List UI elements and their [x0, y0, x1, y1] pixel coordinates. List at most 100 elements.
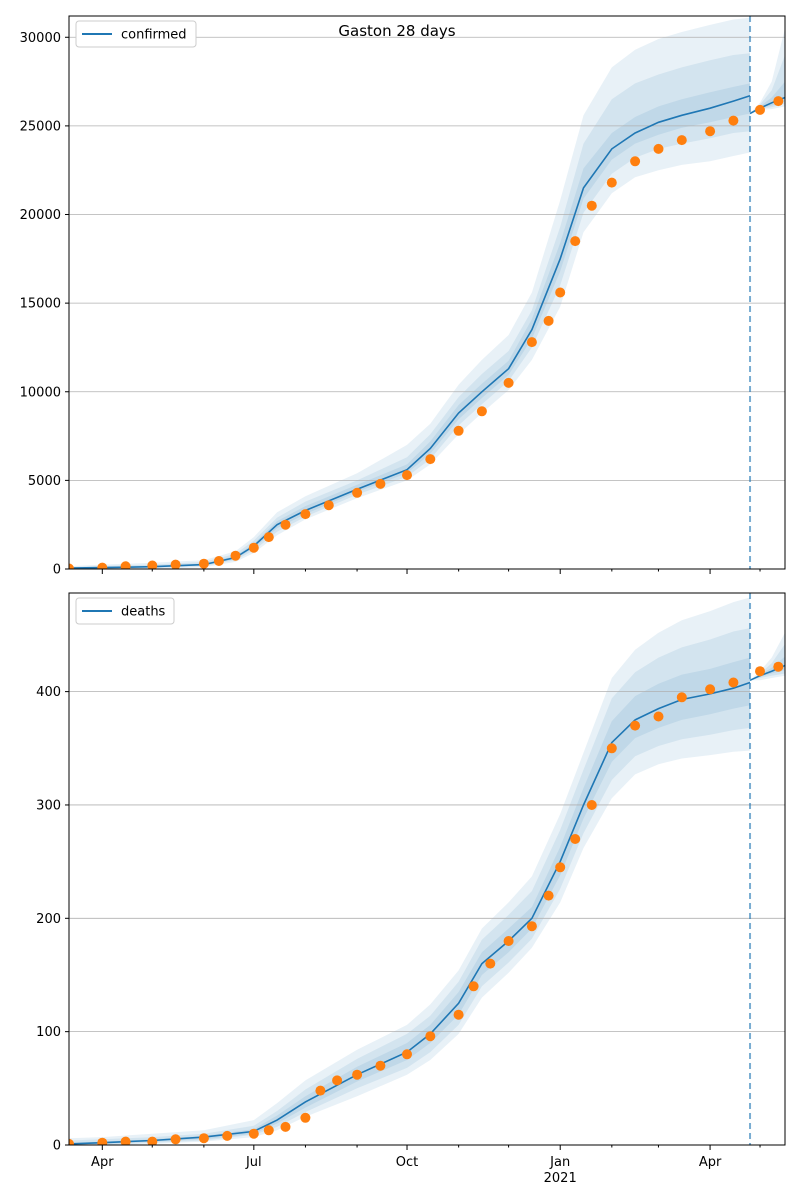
- confirmed-observed-points: [69, 96, 784, 569]
- confirmed-observed-point: [476, 406, 487, 417]
- legend-box: [75, 20, 197, 48]
- confirmed-observed-point: [213, 556, 224, 566]
- confirmed-y-axis: 0 5000 10000 15000 20000 25000 30000: [20, 31, 69, 578]
- confirmed-observed-point: [653, 143, 664, 154]
- legend-label: deaths: [121, 605, 166, 620]
- confirmed-observed-point: [248, 542, 259, 553]
- confirmed-fit-series: [69, 95, 751, 569]
- confirmed-observed-point: [676, 135, 687, 146]
- y-tick-label: 100: [36, 1025, 61, 1040]
- deaths-fit-series: [69, 681, 751, 1145]
- deaths-observed-point: [300, 1112, 311, 1123]
- confirmed-observed-point: [352, 487, 363, 498]
- deaths-observed-point: [586, 800, 597, 810]
- deaths-observed-point: [170, 1134, 181, 1145]
- confirmed-legend: confirmed: [75, 20, 197, 48]
- deaths-observed-point: [755, 666, 765, 677]
- deaths-observed-point: [425, 1031, 436, 1042]
- deaths-observed-point: [147, 1136, 158, 1145]
- deaths-observed-point: [97, 1137, 108, 1145]
- confirmed-band-middle: [69, 53, 750, 569]
- confirmed-x-axis: [101, 569, 761, 574]
- deaths-plot-frame: [68, 592, 786, 1146]
- legend-box: [75, 597, 175, 625]
- confirmed-observed-point: [503, 377, 514, 388]
- confirmed-observed-point: [280, 519, 291, 530]
- deaths-panel: 0 100 200 300 400 deaths: [36, 592, 786, 1154]
- x-tick-label: Apr: [699, 1155, 722, 1170]
- deaths-observed-point: [570, 834, 581, 844]
- confirmed-observed-point: [170, 559, 181, 569]
- deaths-observed-point: [773, 661, 784, 672]
- deaths-observed-point: [485, 958, 496, 969]
- legend-label: confirmed: [121, 28, 187, 43]
- y-tick-label: 400: [36, 685, 61, 700]
- confirmed-observed-point: [147, 560, 158, 569]
- confirmed-observed-point: [606, 177, 617, 188]
- confirmed-band-inner: [69, 83, 750, 569]
- deaths-observed-point: [555, 862, 566, 873]
- confirmed-observed-point: [375, 478, 386, 489]
- confirmed-observed-point: [555, 287, 566, 298]
- y-tick-label: 300: [36, 798, 61, 813]
- deaths-observed-points: [69, 661, 784, 1145]
- deaths-observed-point: [705, 684, 716, 695]
- y-tick-label: 5000: [28, 474, 61, 489]
- confirmed-observed-point: [773, 96, 784, 107]
- confirmed-observed-point: [198, 558, 209, 569]
- confirmed-observed-point: [586, 200, 597, 211]
- deaths-observed-point: [453, 1009, 464, 1020]
- confirmed-observed-point: [263, 532, 274, 543]
- deaths-observed-point: [606, 743, 617, 754]
- confirmed-observed-point: [402, 470, 412, 481]
- x-axis-labels: Apr Jul Oct Jan Apr 2021: [91, 1155, 722, 1186]
- figure-title: Gaston 28 days: [338, 22, 455, 40]
- confirmed-observed-point: [230, 550, 241, 561]
- y-tick-label: 15000: [20, 297, 61, 312]
- deaths-observed-point: [222, 1130, 233, 1141]
- deaths-observed-point: [402, 1049, 412, 1060]
- y-tick-label: 25000: [20, 119, 61, 134]
- deaths-observed-point: [653, 711, 664, 722]
- x-tick-label: Jan: [549, 1155, 570, 1170]
- y-tick-label: 200: [36, 912, 61, 927]
- y-tick-label: 20000: [20, 208, 61, 223]
- deaths-band-inner: [69, 657, 750, 1145]
- confirmed-observed-point: [705, 126, 716, 137]
- deaths-observed-point: [263, 1125, 274, 1136]
- confirmed-observed-point: [323, 500, 334, 511]
- confirmed-observed-point: [97, 562, 108, 569]
- confirmed-forecast-band-outer: [750, 28, 785, 114]
- confirmed-observed-point: [453, 425, 464, 436]
- y-tick-label: 10000: [20, 385, 61, 400]
- deaths-observed-point: [69, 1138, 74, 1145]
- deaths-legend: deaths: [75, 597, 175, 625]
- confirmed-band-outer: [69, 17, 750, 569]
- deaths-observed-point: [280, 1121, 291, 1132]
- deaths-observed-point: [375, 1060, 386, 1071]
- deaths-observed-point: [198, 1133, 209, 1144]
- confirmed-observed-point: [630, 156, 641, 167]
- y-tick-label: 0: [53, 1139, 61, 1154]
- confirmed-observed-point: [120, 561, 131, 569]
- deaths-observed-point: [468, 981, 479, 992]
- x-tick-label: Oct: [396, 1155, 418, 1170]
- confirmed-observed-point: [728, 115, 739, 126]
- deaths-x-axis: [101, 1145, 761, 1150]
- deaths-observed-point: [120, 1136, 131, 1145]
- y-tick-label: 30000: [20, 31, 61, 46]
- x-year-label: 2021: [544, 1171, 577, 1186]
- confirmed-observed-point: [526, 337, 537, 348]
- confirmed-observed-point: [300, 509, 311, 520]
- confirmed-panel: 0 5000 10000 15000 20000 25000 30000 confirmed…: [20, 15, 786, 578]
- deaths-observed-point: [526, 921, 537, 932]
- deaths-observed-point: [352, 1069, 363, 1080]
- deaths-observed-point: [503, 936, 514, 946]
- confirmed-observed-point: [543, 315, 554, 326]
- deaths-y-axis: 0 100 200 300 400: [36, 685, 69, 1154]
- deaths-band-outer: [69, 597, 750, 1145]
- confirmed-plot-frame: [68, 15, 786, 570]
- deaths-observed-point: [630, 720, 641, 731]
- confirmed-observed-point: [69, 563, 74, 569]
